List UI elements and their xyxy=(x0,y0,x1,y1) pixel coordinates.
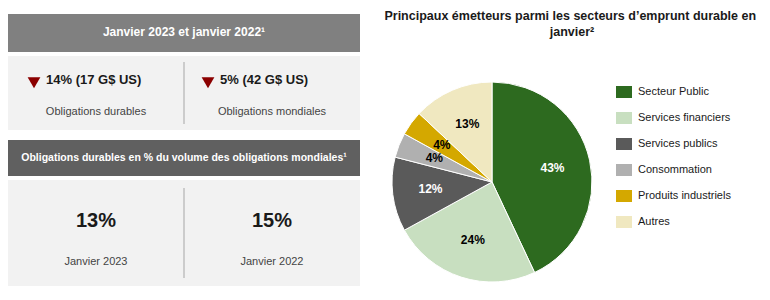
decline-arrow xyxy=(202,77,215,88)
stat-value: 13% xyxy=(76,209,116,231)
title: Principaux émetteurs parmi les secteurs … xyxy=(384,9,759,39)
data-label: 43% xyxy=(540,161,564,175)
legend-swatch xyxy=(616,216,632,228)
data-label: 13% xyxy=(455,117,479,131)
legend-swatch xyxy=(616,164,632,176)
legend-label: Services financiers xyxy=(638,111,731,123)
stat-value: 5% (42 G$ US) xyxy=(220,72,308,87)
legend-item: Services financiers xyxy=(616,111,731,124)
legend-item: Produits industriels xyxy=(616,189,731,202)
header-text: Janvier 2023 et janvier 2022¹ xyxy=(103,25,265,39)
legend-label: Services publics xyxy=(638,137,718,149)
legend: Secteur Public Services financiers Service… xyxy=(616,85,731,228)
chart: Janvier 2023 et janvier 2022¹ 14% (17 G$ … xyxy=(0,0,770,300)
legend-item: Secteur Public xyxy=(616,85,709,98)
data-label: 4% xyxy=(426,151,444,165)
data-label: 12% xyxy=(418,182,442,196)
legend-item: Services publics xyxy=(616,137,718,150)
header-text: Obligations durables en % du volume des … xyxy=(21,151,347,163)
data-label: 4% xyxy=(433,138,451,152)
legend-item: Consommation xyxy=(616,163,712,176)
legend-swatch xyxy=(616,86,632,98)
pie-slice xyxy=(419,82,492,182)
legend-swatch xyxy=(616,190,632,202)
header-box xyxy=(8,14,360,52)
stat-label: Janvier 2022 xyxy=(241,255,304,267)
info-panel: Janvier 2023 et janvier 2022¹ 14% (17 G$ … xyxy=(8,14,360,286)
stat-label: Obligations durables xyxy=(46,105,147,117)
stat-label: Obligations mondiales xyxy=(218,105,327,117)
legend-label: Secteur Public xyxy=(638,85,709,97)
legend-label: Consommation xyxy=(638,163,712,175)
data-label: 24% xyxy=(461,233,485,247)
pie: 43% 24% 12% 4%4% 13% xyxy=(392,82,592,282)
divider xyxy=(183,62,185,124)
stat-value: 14% (17 G$ US) xyxy=(46,72,141,87)
stat-box xyxy=(8,180,360,286)
stat-box xyxy=(8,56,360,130)
legend-label: Autres xyxy=(638,215,670,227)
header-box xyxy=(8,140,360,176)
divider xyxy=(183,188,185,278)
legend-label: Produits industriels xyxy=(638,189,731,201)
stat-label: Janvier 2023 xyxy=(65,255,128,267)
legend-item: Autres xyxy=(616,215,670,228)
decline-arrow xyxy=(28,77,41,88)
legend-swatch xyxy=(616,138,632,150)
legend-swatch xyxy=(616,112,632,124)
stat-value: 15% xyxy=(252,209,292,231)
